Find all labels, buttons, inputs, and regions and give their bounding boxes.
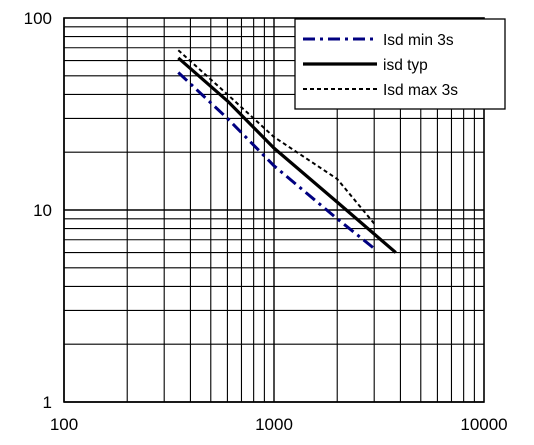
series-line-3 [177, 49, 375, 225]
y-tick-label: 100 [24, 9, 52, 28]
plot-frame [63, 17, 485, 403]
legend-label: Isd min 3s [383, 32, 454, 49]
series-line-2 [177, 56, 397, 254]
legend-label: Isd max 3s [383, 82, 458, 99]
x-tick-label: 10000 [460, 415, 507, 434]
x-tick-label: 100 [50, 415, 78, 434]
y-tick-label: 10 [33, 201, 52, 220]
legend-label: isd typ [383, 57, 428, 74]
tick-labels: 100 1000 10000 100 10 1 [24, 9, 508, 434]
series-line-1 [177, 71, 376, 250]
y-tick-label: 1 [43, 393, 52, 412]
legend: Isd min 3s isd typ Isd max 3s [294, 18, 506, 110]
x-tick-label: 1000 [255, 415, 293, 434]
series-lines [177, 49, 397, 254]
